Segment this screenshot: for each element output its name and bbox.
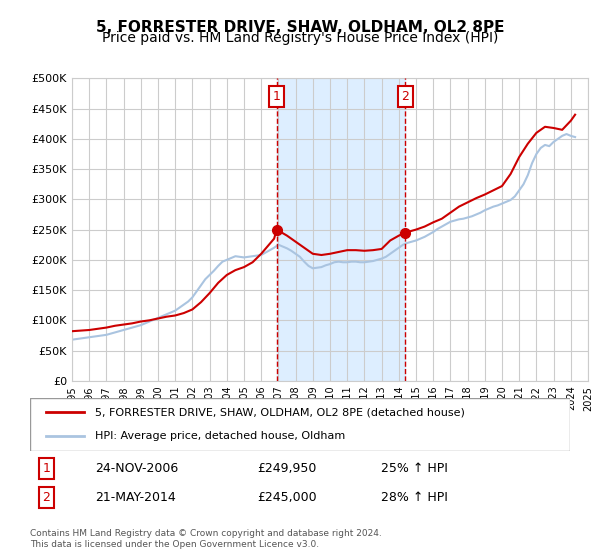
Text: HPI: Average price, detached house, Oldham: HPI: Average price, detached house, Oldh…: [95, 431, 345, 441]
Text: 1: 1: [42, 462, 50, 475]
Text: 5, FORRESTER DRIVE, SHAW, OLDHAM, OL2 8PE: 5, FORRESTER DRIVE, SHAW, OLDHAM, OL2 8P…: [96, 20, 504, 35]
FancyBboxPatch shape: [30, 398, 570, 451]
Text: 28% ↑ HPI: 28% ↑ HPI: [381, 491, 448, 504]
Text: 21-MAY-2014: 21-MAY-2014: [95, 491, 176, 504]
Text: 24-NOV-2006: 24-NOV-2006: [95, 462, 178, 475]
Text: £245,000: £245,000: [257, 491, 316, 504]
Text: £249,950: £249,950: [257, 462, 316, 475]
Text: 1: 1: [273, 90, 281, 103]
Text: 25% ↑ HPI: 25% ↑ HPI: [381, 462, 448, 475]
Text: 5, FORRESTER DRIVE, SHAW, OLDHAM, OL2 8PE (detached house): 5, FORRESTER DRIVE, SHAW, OLDHAM, OL2 8P…: [95, 408, 464, 418]
Text: Price paid vs. HM Land Registry's House Price Index (HPI): Price paid vs. HM Land Registry's House …: [102, 31, 498, 45]
Text: 2: 2: [401, 90, 409, 103]
Bar: [277, 78, 406, 381]
Text: Contains HM Land Registry data © Crown copyright and database right 2024.
This d: Contains HM Land Registry data © Crown c…: [30, 529, 382, 549]
Text: 2: 2: [42, 491, 50, 504]
